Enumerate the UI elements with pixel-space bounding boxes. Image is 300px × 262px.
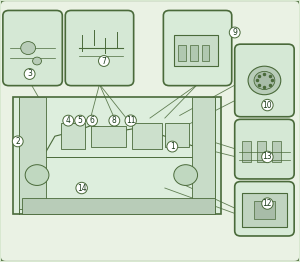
Text: 2: 2 [15, 137, 20, 146]
Bar [242, 141, 251, 162]
Text: 13: 13 [262, 152, 272, 161]
Text: 4: 4 [66, 116, 71, 125]
Circle shape [21, 42, 36, 54]
FancyBboxPatch shape [3, 10, 62, 86]
Text: 14: 14 [77, 183, 86, 193]
Text: 1: 1 [170, 142, 175, 151]
Bar [202, 45, 209, 61]
Circle shape [33, 57, 41, 65]
Bar [190, 45, 198, 61]
Text: 5: 5 [78, 116, 82, 125]
Text: 10: 10 [262, 101, 272, 110]
Bar [192, 97, 215, 209]
Bar [257, 141, 266, 162]
Bar [178, 45, 186, 61]
Bar [91, 126, 126, 146]
Bar [61, 123, 85, 149]
Text: 12: 12 [263, 199, 272, 208]
Bar [132, 123, 162, 149]
Circle shape [174, 165, 198, 185]
Bar [272, 141, 281, 162]
Bar [242, 193, 287, 227]
Circle shape [254, 71, 275, 90]
Bar [22, 198, 215, 214]
FancyBboxPatch shape [235, 182, 294, 236]
FancyBboxPatch shape [235, 119, 294, 179]
Text: 3: 3 [27, 69, 32, 79]
Bar [19, 97, 46, 209]
Circle shape [25, 165, 49, 185]
FancyBboxPatch shape [164, 10, 232, 86]
FancyBboxPatch shape [235, 44, 294, 117]
Text: 7: 7 [101, 57, 106, 66]
Text: 9: 9 [232, 28, 237, 37]
Text: 11: 11 [126, 116, 135, 125]
Circle shape [248, 66, 281, 95]
Bar [13, 97, 221, 214]
Bar [165, 123, 189, 146]
FancyBboxPatch shape [65, 10, 134, 86]
Bar [254, 201, 275, 219]
Text: 8: 8 [112, 116, 117, 125]
Bar [174, 35, 218, 66]
Text: 6: 6 [90, 116, 94, 125]
